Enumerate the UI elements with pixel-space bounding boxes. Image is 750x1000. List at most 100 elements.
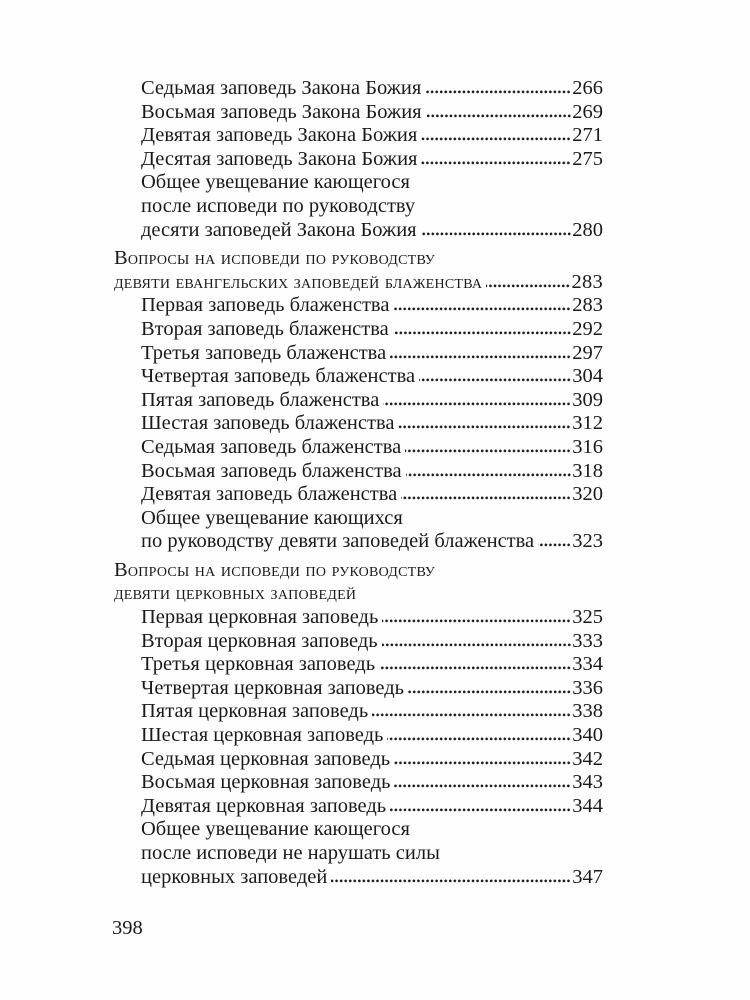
toc-entry-text: Шестая церковная заповедь (141, 724, 384, 747)
dot-leader (372, 713, 572, 718)
toc-entry-text: Первая заповедь блаженства (141, 294, 390, 317)
page-ref: 316 (572, 435, 603, 458)
toc-entry-text: Восьмая церковная заповедь (141, 771, 391, 794)
toc-entry-text: после исповеди по руководству (141, 194, 416, 217)
toc-entry-text: после исповеди не нарушать силы (141, 842, 440, 864)
toc-entry: по руководству девяти заповедей блаженст… (114, 530, 603, 554)
page-ref: 336 (572, 676, 603, 699)
dot-leader (394, 784, 572, 789)
toc-entry: Первая церковная заповедь 325 (114, 606, 603, 630)
page-ref: 304 (572, 365, 603, 388)
dot-leader (421, 137, 572, 142)
toc-entry-continuation: Общее увещевание кающегося (114, 818, 603, 842)
toc-entry: Вторая заповедь блаженства 292 (114, 318, 603, 342)
toc-entry-text: Общее увещевание кающихся (141, 506, 403, 529)
toc-entry: Пятая заповедь блаженства 309 (114, 389, 603, 413)
page-ref: 325 (572, 606, 603, 629)
dot-leader (425, 113, 572, 118)
toc-section-beatitudes: Вопросы на исповеди по руководству девят… (114, 247, 603, 554)
toc-entry-text: Девятая церковная заповедь (141, 794, 387, 817)
dot-leader (394, 760, 572, 765)
dot-leader (421, 160, 572, 165)
toc-entry-text: Восьмая заповедь Закона Божия (141, 100, 422, 123)
toc-entry: Пятая церковная заповедь 338 (114, 700, 603, 724)
toc-entry-continuation: после исповеди не нарушать силы (114, 842, 603, 866)
toc-section-header: Вопросы на исповеди по руководству (114, 247, 603, 271)
toc-entry-text: Седьмая заповедь блаженства (141, 435, 402, 458)
page-ref: 269 (572, 100, 603, 123)
toc-entry: Восьмая заповедь блаженства 318 (114, 460, 603, 484)
toc-entry: Седьмая заповедь Закона Божия 266 (114, 77, 603, 101)
toc-entry-text: Четвертая церковная заповедь (141, 676, 404, 699)
toc-entry-text: церковных заповедей (141, 865, 328, 888)
toc-entry-text: Шестая заповедь блаженства (141, 412, 395, 435)
table-of-contents: Седьмая заповедь Закона Божия 266 Восьма… (114, 77, 603, 889)
toc-entry-text: по руководству девяти заповедей блаженст… (141, 530, 535, 553)
page-footer-number: 398 (112, 917, 143, 939)
dot-leader (390, 354, 572, 359)
page-ref: 344 (572, 794, 603, 817)
toc-section-header: девяти церковных заповедей (114, 582, 603, 606)
page-ref: 275 (572, 147, 603, 170)
toc-entry-text: Восьмая заповедь блаженства (141, 459, 402, 482)
toc-header-text: девяти церковных заповедей (114, 582, 357, 605)
dot-leader (538, 543, 572, 548)
toc-entry: Девятая заповедь блаженства 320 (114, 483, 603, 507)
page-ref: 318 (572, 459, 603, 482)
page-ref: 309 (572, 388, 603, 411)
toc-entry-text: Общее увещевание кающегося (141, 171, 410, 194)
toc-entry-text: Первая церковная заповедь (141, 606, 379, 629)
page-ref: 338 (572, 700, 603, 723)
toc-entry-text: Десятая заповедь Закона Божия (141, 147, 418, 170)
toc-header-text: Вопросы на исповеди по руководству (114, 558, 436, 581)
page-ref: 292 (572, 317, 603, 340)
toc-section-header: девяти евангельских заповедей блаженства… (114, 271, 603, 295)
page-ref: 283 (572, 294, 603, 317)
toc-header-text: Вопросы на исповеди по руководству (114, 247, 436, 270)
page-ref: 343 (572, 771, 603, 794)
toc-entry: церковных заповедей 347 (114, 866, 603, 890)
dot-leader (401, 496, 572, 501)
dot-leader (379, 666, 572, 671)
toc-entry: Четвертая церковная заповедь 336 (114, 677, 603, 701)
page-ref: 266 (572, 77, 603, 99)
page-ref: 283 (571, 270, 603, 293)
toc-entry-continuation: Общее увещевание кающихся (114, 507, 603, 531)
page-ref: 347 (572, 865, 603, 888)
page-ref: 297 (572, 341, 603, 364)
toc-section-church-commandments: Вопросы на исповеди по руководству девят… (114, 559, 603, 889)
toc-entry: Восьмая церковная заповедь 343 (114, 771, 603, 795)
dot-leader (486, 283, 571, 288)
toc-entry: Первая заповедь блаженства 283 (114, 294, 603, 318)
toc-header-text: девяти евангельских заповедей блаженства (114, 270, 483, 293)
toc-entry: Третья церковная заповедь 334 (114, 653, 603, 677)
dot-leader (392, 330, 572, 335)
toc-entry: Шестая церковная заповедь 340 (114, 724, 603, 748)
toc-entry: Седьмая церковная заповедь 342 (114, 748, 603, 772)
toc-entry: Седьмая заповедь блаженства 316 (114, 436, 603, 460)
dot-leader (390, 807, 572, 812)
page-ref: 312 (572, 412, 603, 435)
page-ref: 280 (572, 218, 603, 241)
dot-leader (408, 689, 572, 694)
dot-leader (393, 307, 572, 312)
toc-entry-text: Пятая церковная заповедь (141, 700, 369, 723)
dot-leader (331, 878, 572, 883)
page-ref: 271 (572, 124, 603, 147)
toc-entry-continuation: Общее увещевание кающегося (114, 171, 603, 195)
page-ref: 333 (572, 629, 603, 652)
toc-entry: Десятая заповедь Закона Божия 275 (114, 148, 603, 172)
page-ref: 323 (572, 530, 603, 553)
toc-entry-text: десяти заповедей Закона Божия (141, 218, 417, 241)
toc-entry-continuation: после исповеди по руководству (114, 195, 603, 219)
toc-section-law-of-god: Седьмая заповедь Закона Божия 266 Восьма… (114, 77, 603, 242)
toc-entry: Вторая церковная заповедь 333 (114, 630, 603, 654)
dot-leader (419, 378, 572, 383)
toc-entry-text: Девятая заповедь блаженства (141, 483, 398, 506)
dot-leader (405, 472, 572, 477)
toc-entry: десяти заповедей Закона Божия 280 (114, 219, 603, 243)
dot-leader (383, 401, 572, 406)
toc-entry: Девятая церковная заповедь 344 (114, 795, 603, 819)
page-ref: 320 (572, 483, 603, 506)
